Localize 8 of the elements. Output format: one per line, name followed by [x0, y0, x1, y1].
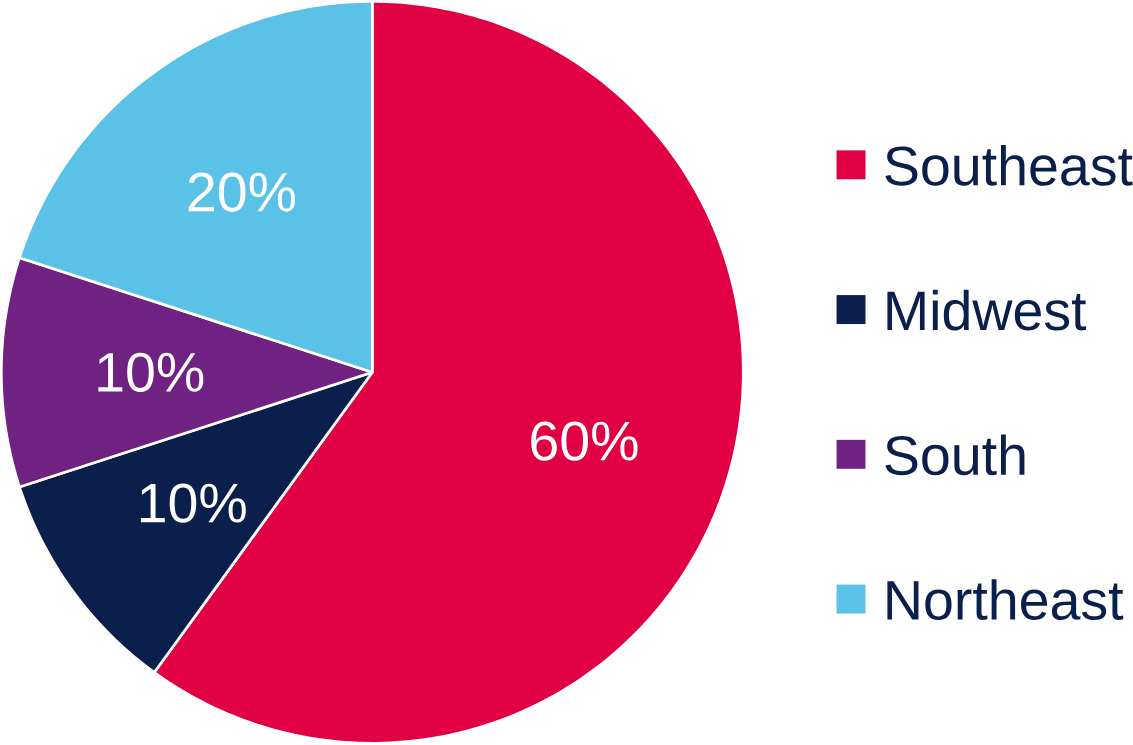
legend-label: Southeast — [885, 145, 1133, 186]
legend-label: Midwest — [887, 289, 1087, 331]
data-label: 10% — [98, 352, 204, 393]
data-label: 10% — [140, 483, 246, 523]
data-label: 20% — [188, 172, 296, 213]
legend-label: Northeast — [887, 579, 1124, 621]
data-label: 60% — [531, 421, 638, 461]
legend-label: South — [885, 434, 1025, 476]
